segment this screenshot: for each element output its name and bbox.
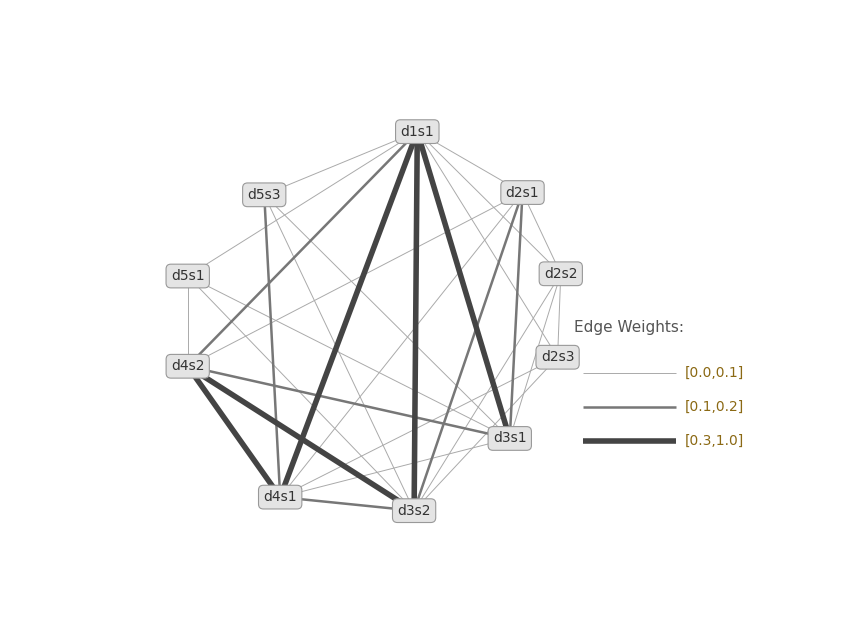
Text: d5s3: d5s3 [247,188,281,202]
Text: d4s2: d4s2 [171,359,205,373]
Text: [0.0,0.1]: [0.0,0.1] [685,366,745,380]
Text: [0.3,1.0]: [0.3,1.0] [685,434,745,448]
Text: d2s2: d2s2 [544,266,577,281]
Text: d4s1: d4s1 [264,490,297,504]
Text: d1s1: d1s1 [400,125,435,139]
Text: [0.1,0.2]: [0.1,0.2] [685,400,745,414]
Text: d3s2: d3s2 [397,503,431,518]
Text: Edge Weights:: Edge Weights: [575,320,684,335]
Text: d2s1: d2s1 [505,186,539,199]
Text: d5s1: d5s1 [171,269,205,283]
Text: d2s3: d2s3 [541,350,575,364]
Text: d3s1: d3s1 [493,431,526,445]
